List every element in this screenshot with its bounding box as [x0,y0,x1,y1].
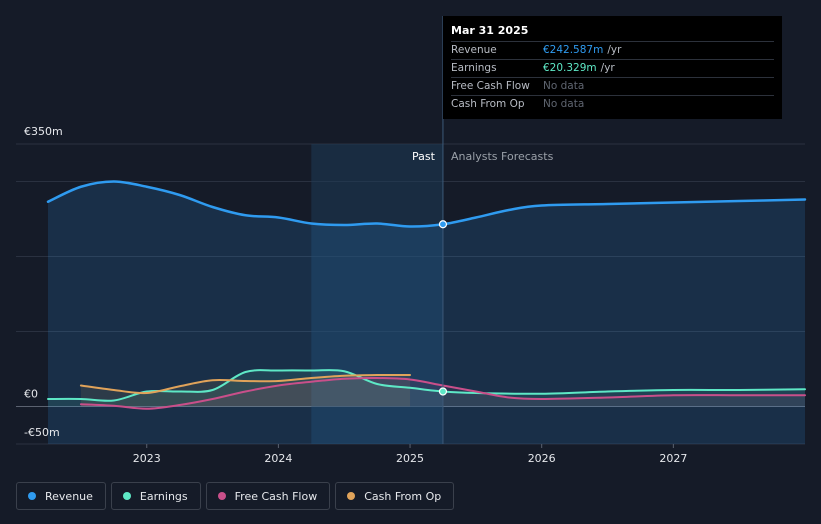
x-tick-label: 2025 [396,452,424,465]
legend-item-earnings[interactable]: Earnings [110,482,201,510]
x-tick-label: 2023 [133,452,161,465]
y-tick-label: €0 [24,388,38,401]
tooltip-value: €242.587m [543,44,604,56]
earnings-line [47,369,806,402]
legend-item-free-cash-flow[interactable]: Free Cash Flow [205,482,331,510]
legend-dot-icon [347,492,356,500]
legend-label: Revenue [45,489,93,503]
data-tooltip: Mar 31 2025 Revenue €242.587m /yr Earnin… [443,16,782,119]
x-axis-ticks: 2023 2024 2025 2026 2027 [133,444,687,465]
revenue-earnings-chart: Past Analysts Forecasts €350m €0 -€50m 202… [16,16,807,465]
chart-legend: Revenue Earnings Free Cash Flow Cash Fro… [16,482,455,510]
legend-dot-icon [122,492,131,500]
past-label: Past [412,150,436,163]
y-tick-label: -€50m [24,426,60,439]
tooltip-value: No data [543,80,585,92]
y-tick-label: €350m [24,125,63,138]
legend-label: Earnings [139,489,188,503]
revenue-area [48,181,805,444]
hover-markers [438,220,448,396]
tooltip-label: Cash From Op [451,98,525,110]
tooltip-label: Free Cash Flow [451,80,530,92]
x-tick-label: 2027 [659,452,687,465]
tooltip-value: No data [543,98,585,110]
legend-item-cash-from-op[interactable]: Cash From Op [335,482,455,510]
x-tick-label: 2026 [528,452,556,465]
revenue-line [46,180,807,228]
tooltip-row-earnings: Earnings €20.329m /yr [451,59,774,77]
x-tick-label: 2024 [264,452,292,465]
series-areas [48,181,806,444]
legend-item-revenue[interactable]: Revenue [16,482,106,510]
forecast-label: Analysts Forecasts [451,150,554,163]
y-axis-ticks: €350m €0 -€50m [24,125,63,439]
tooltip-date: Mar 31 2025 [451,24,529,37]
legend-dot-icon [217,492,226,500]
series-lines [46,180,807,410]
tooltip-label: Revenue [451,44,497,56]
tooltip-unit: /yr [600,62,615,74]
tooltip-value: €20.329m [543,62,597,74]
legend-dot-icon [28,492,36,500]
revenue-marker [438,220,448,229]
legend-label: Cash From Op [364,489,442,503]
tooltip-row-revenue: Revenue €242.587m /yr [451,41,774,59]
tooltip-unit: /yr [607,44,622,56]
free-cash-flow-line [79,376,806,410]
past-highlight-region [311,144,443,444]
tooltip-row-free-cash-flow: Free Cash Flow No data [451,77,774,95]
earnings-marker [438,387,448,396]
tooltip-label: Earnings [451,62,497,74]
tooltip-row-cash-from-op: Cash From Op No data [451,95,774,113]
cash-from-op-line [79,373,412,395]
legend-label: Free Cash Flow [234,489,318,503]
